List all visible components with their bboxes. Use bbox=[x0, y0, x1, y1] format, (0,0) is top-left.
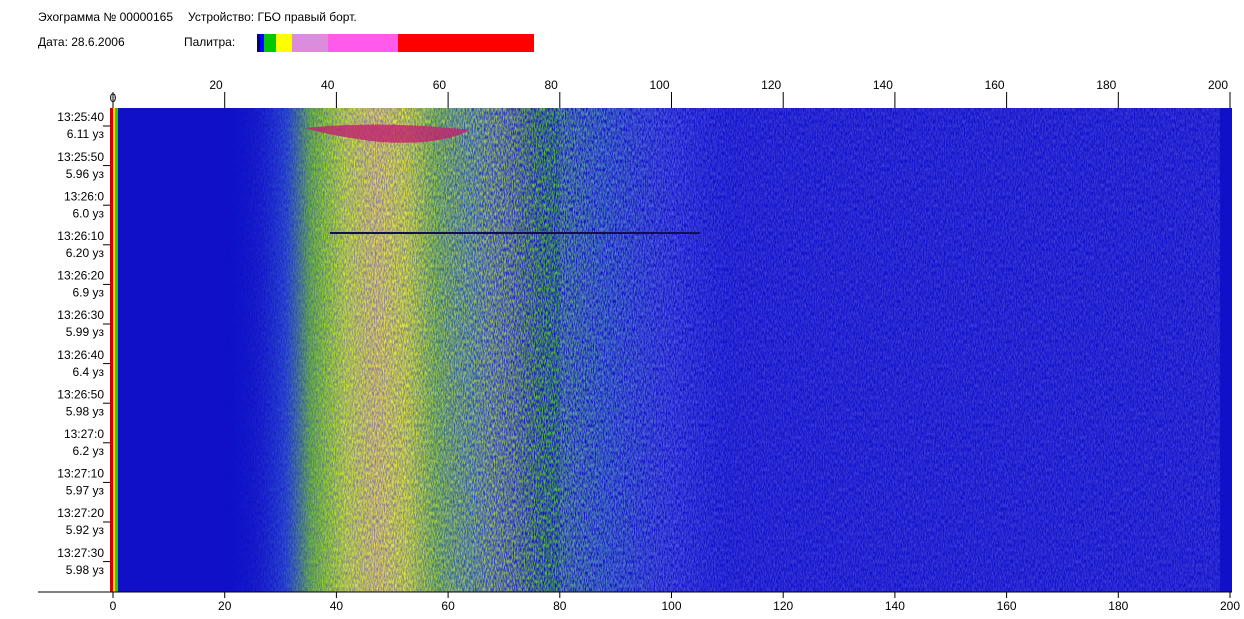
bottom-tick-label: 140 bbox=[885, 599, 905, 613]
row-speed: 6.2 уз bbox=[72, 444, 104, 458]
echogram bbox=[110, 108, 1232, 592]
device: Устройство: ГБО правый борт. bbox=[188, 10, 357, 24]
date: Дата: 28.6.2006 bbox=[38, 35, 125, 49]
palette-swatch bbox=[260, 34, 264, 52]
row-speed: 5.98 уз bbox=[66, 404, 105, 418]
bottom-tick-label: 40 bbox=[330, 599, 344, 613]
row-time: 13:27:20 bbox=[57, 506, 104, 520]
palette bbox=[257, 34, 534, 52]
edge-green bbox=[115, 108, 118, 592]
palette-label: Палитра: bbox=[184, 35, 235, 49]
row-speed: 5.97 уз bbox=[66, 484, 105, 498]
bottom-tick-label: 0 bbox=[110, 599, 117, 613]
bottom-tick-label: 120 bbox=[773, 599, 793, 613]
row-speed: 5.96 уз bbox=[66, 167, 105, 181]
edge-red bbox=[110, 108, 113, 592]
top-tick-label: 160 bbox=[985, 78, 1005, 92]
row-speed: 5.98 уз bbox=[66, 563, 105, 577]
bottom-tick-label: 180 bbox=[1108, 599, 1128, 613]
row-time: 13:27:0 bbox=[64, 427, 104, 441]
row-time: 13:25:40 bbox=[57, 110, 104, 124]
palette-swatch bbox=[276, 34, 292, 52]
palette-swatch bbox=[264, 34, 276, 52]
palette-swatch bbox=[328, 34, 398, 52]
row-time: 13:26:10 bbox=[57, 229, 104, 243]
row-time: 13:26:30 bbox=[57, 308, 104, 322]
top-tick-label: 20 bbox=[209, 78, 223, 92]
top-tick-label: 120 bbox=[761, 78, 781, 92]
echogram-noise bbox=[560, 108, 1220, 592]
row-speed: 6.0 уз bbox=[72, 206, 104, 220]
edge-yellow bbox=[113, 108, 115, 592]
row-speed: 6.20 уз bbox=[66, 246, 105, 260]
row-time: 13:27:10 bbox=[57, 467, 104, 481]
echogram-window: Эхограмма № 00000165 Устройство: ГБО пра… bbox=[0, 0, 1244, 619]
top-tick-label: 60 bbox=[433, 78, 447, 92]
row-time: 13:26:50 bbox=[57, 387, 104, 401]
bottom-tick-label: 160 bbox=[997, 599, 1017, 613]
top-tick-label: 140 bbox=[873, 78, 893, 92]
row-time: 13:26:0 bbox=[64, 189, 104, 203]
title: Эхограмма № 00000165 bbox=[38, 10, 173, 24]
bottom-tick-label: 80 bbox=[553, 599, 567, 613]
palette-swatch bbox=[257, 34, 260, 52]
top-tick-label: 200 bbox=[1208, 78, 1228, 92]
row-time: 13:26:20 bbox=[57, 269, 104, 283]
row-speed: 5.99 уз bbox=[66, 325, 105, 339]
bottom-tick-label: 200 bbox=[1220, 599, 1240, 613]
top-tick-label: 80 bbox=[544, 78, 558, 92]
top-tick-label: 100 bbox=[649, 78, 669, 92]
palette-swatch bbox=[292, 34, 328, 52]
bottom-tick-label: 20 bbox=[218, 599, 232, 613]
row-speed: 6.4 уз bbox=[72, 365, 104, 379]
row-speed: 6.11 уз bbox=[67, 127, 105, 141]
row-speed: 6.9 уз bbox=[72, 286, 104, 300]
bottom-tick-label: 60 bbox=[441, 599, 455, 613]
row-time: 13:26:40 bbox=[57, 348, 104, 362]
bottom-tick-label: 100 bbox=[661, 599, 681, 613]
row-speed: 5.92 уз bbox=[66, 523, 105, 537]
row-time: 13:27:30 bbox=[57, 546, 104, 560]
palette-swatch bbox=[398, 34, 534, 52]
row-time: 13:25:50 bbox=[57, 150, 104, 164]
echogram-core bbox=[250, 108, 550, 592]
top-tick-label: 40 bbox=[321, 78, 335, 92]
top-tick-label: 180 bbox=[1096, 78, 1116, 92]
